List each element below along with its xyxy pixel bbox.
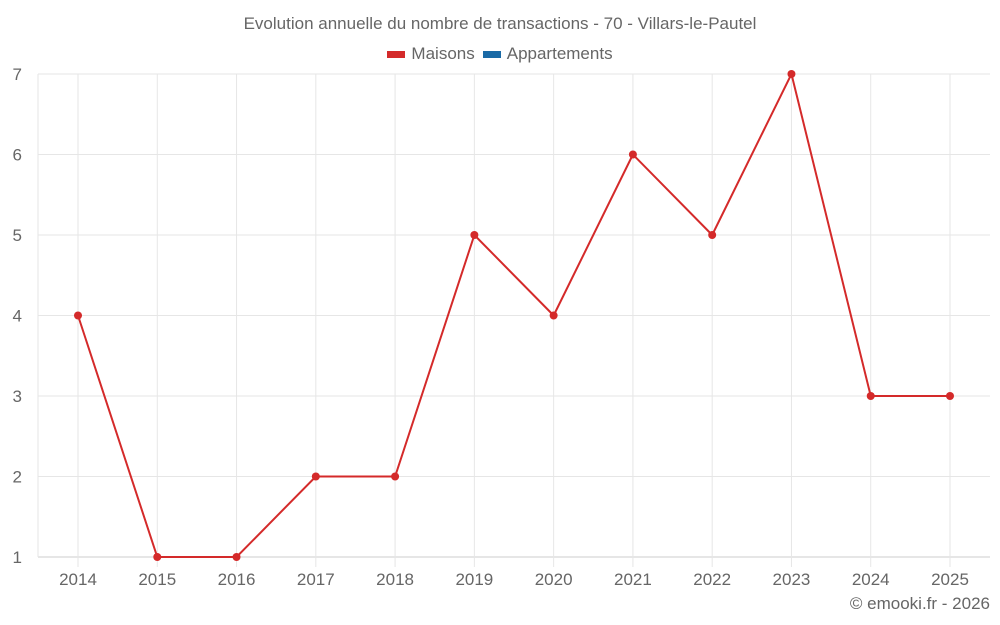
data-point[interactable] bbox=[787, 70, 796, 78]
x-tick-label: 2015 bbox=[138, 570, 176, 589]
x-tick-label: 2023 bbox=[773, 570, 811, 589]
x-tick-label: 2014 bbox=[59, 570, 97, 589]
data-point[interactable] bbox=[311, 472, 320, 481]
x-tick-label: 2025 bbox=[931, 570, 969, 589]
legend-item-maisons[interactable]: Maisons bbox=[387, 44, 475, 64]
y-tick-label: 5 bbox=[13, 226, 22, 245]
data-point[interactable] bbox=[628, 150, 637, 159]
data-point[interactable] bbox=[470, 231, 479, 239]
x-tick-label: 2021 bbox=[614, 570, 652, 589]
x-tick-label: 2020 bbox=[535, 570, 573, 589]
series-line bbox=[77, 71, 950, 558]
appartements-swatch-icon bbox=[482, 50, 501, 58]
y-tick-label: 7 bbox=[13, 65, 22, 84]
y-tick-label: 1 bbox=[13, 548, 22, 567]
data-point[interactable] bbox=[866, 392, 875, 400]
legend-label: Appartements bbox=[506, 44, 613, 63]
data-point[interactable] bbox=[391, 472, 400, 481]
credit-text: © emooki.fr - 2026 bbox=[849, 594, 990, 613]
data-point[interactable] bbox=[946, 392, 954, 400]
maisons-swatch-icon bbox=[387, 50, 406, 58]
data-point[interactable] bbox=[232, 553, 241, 561]
legend: Maisons Appartements bbox=[0, 44, 1000, 64]
data-point[interactable] bbox=[153, 553, 162, 561]
y-tick-label: 6 bbox=[13, 146, 22, 165]
y-tick-label: 3 bbox=[13, 387, 22, 406]
y-tick-label: 4 bbox=[13, 307, 22, 326]
chart-title: Evolution annuelle du nombre de transact… bbox=[243, 14, 757, 33]
legend-label: Maisons bbox=[411, 44, 475, 63]
data-point[interactable] bbox=[74, 311, 82, 320]
x-tick-label: 2018 bbox=[376, 570, 414, 589]
x-tick-label: 2022 bbox=[693, 570, 731, 589]
x-tick-label: 2017 bbox=[297, 570, 335, 589]
x-tick-label: 2016 bbox=[218, 570, 256, 589]
y-tick-label: 2 bbox=[13, 468, 22, 487]
x-tick-label: 2019 bbox=[455, 570, 493, 589]
data-point[interactable] bbox=[708, 231, 717, 239]
legend-item-appartements[interactable]: Appartements bbox=[482, 44, 613, 64]
data-point[interactable] bbox=[549, 311, 558, 320]
x-tick-label: 2024 bbox=[852, 570, 890, 589]
